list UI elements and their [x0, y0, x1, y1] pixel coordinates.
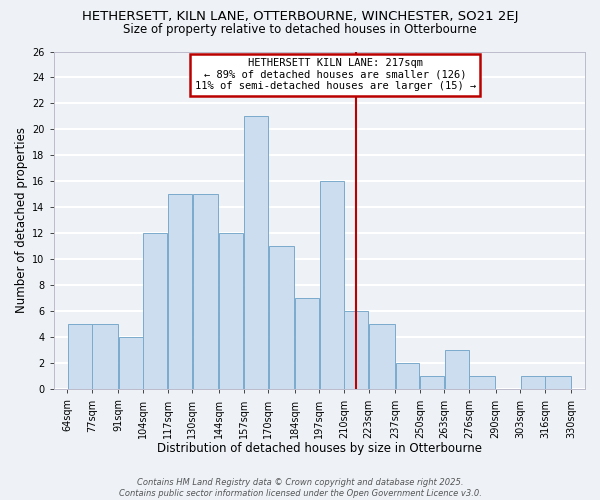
Text: Size of property relative to detached houses in Otterbourne: Size of property relative to detached ho…: [123, 22, 477, 36]
Text: HETHERSETT, KILN LANE, OTTERBOURNE, WINCHESTER, SO21 2EJ: HETHERSETT, KILN LANE, OTTERBOURNE, WINC…: [82, 10, 518, 23]
Bar: [244, 116, 268, 390]
Bar: [92, 324, 118, 390]
Bar: [119, 338, 143, 390]
Bar: [68, 324, 92, 390]
Text: HETHERSETT KILN LANE: 217sqm
← 89% of detached houses are smaller (126)
11% of s: HETHERSETT KILN LANE: 217sqm ← 89% of de…: [194, 58, 476, 92]
Bar: [469, 376, 495, 390]
Bar: [295, 298, 319, 390]
Bar: [369, 324, 395, 390]
Bar: [545, 376, 571, 390]
Bar: [320, 182, 344, 390]
Bar: [143, 234, 167, 390]
Bar: [168, 194, 192, 390]
Bar: [269, 246, 295, 390]
Bar: [344, 312, 368, 390]
Bar: [420, 376, 444, 390]
Bar: [219, 234, 243, 390]
Bar: [521, 376, 545, 390]
Text: Contains HM Land Registry data © Crown copyright and database right 2025.
Contai: Contains HM Land Registry data © Crown c…: [119, 478, 481, 498]
Bar: [193, 194, 218, 390]
Y-axis label: Number of detached properties: Number of detached properties: [15, 128, 28, 314]
Bar: [445, 350, 469, 390]
X-axis label: Distribution of detached houses by size in Otterbourne: Distribution of detached houses by size …: [157, 442, 482, 455]
Bar: [395, 364, 419, 390]
